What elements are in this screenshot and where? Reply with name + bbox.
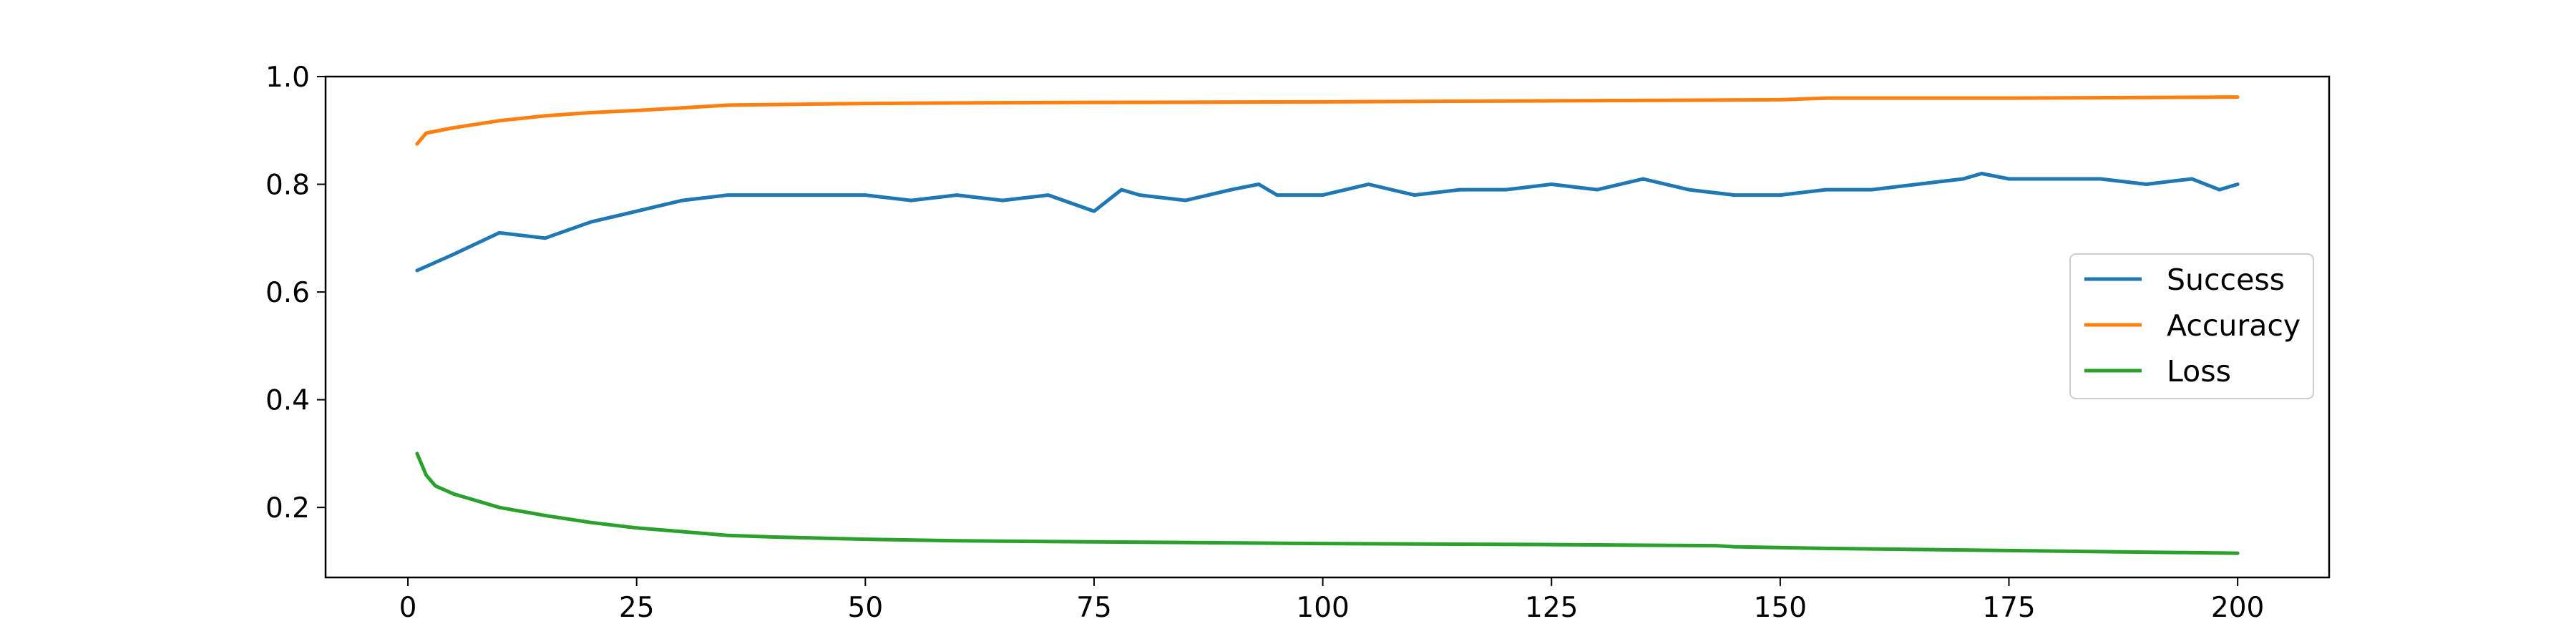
legend: Success Accuracy Loss [2069,253,2314,399]
x-axis: 0 25 50 75 100 125 150 175 200 [399,577,2264,624]
legend-label-success: Success [2167,263,2285,297]
series-line-loss [415,452,2240,555]
y-tick-label: 0.6 [265,277,310,309]
y-tick-label: 1.0 [265,62,310,94]
x-tick-label: 75 [1076,592,1112,624]
legend-box [2069,253,2314,399]
x-tick-label: 50 [848,592,884,624]
y-axis: 0.2 0.4 0.6 0.8 1.0 [265,62,326,525]
x-tick-label: 125 [1525,592,1578,624]
x-tick-label: 100 [1296,592,1349,624]
legend-label-loss: Loss [2167,354,2231,389]
legend-label-accuracy: Accuracy [2167,308,2301,343]
y-tick-label: 0.2 [265,492,310,525]
x-tick-label: 25 [619,592,655,624]
series-layer [415,95,2240,555]
x-tick-label: 200 [2211,592,2264,624]
series-line-accuracy [415,95,2240,146]
plot-frame [324,75,2331,579]
x-tick-label: 150 [1754,592,1807,624]
y-tick-label: 0.4 [265,385,310,417]
series-line-success [415,172,2240,273]
x-tick-label: 175 [1982,592,2035,624]
x-tick-label: 0 [399,592,417,624]
y-tick-label: 0.8 [265,170,310,202]
